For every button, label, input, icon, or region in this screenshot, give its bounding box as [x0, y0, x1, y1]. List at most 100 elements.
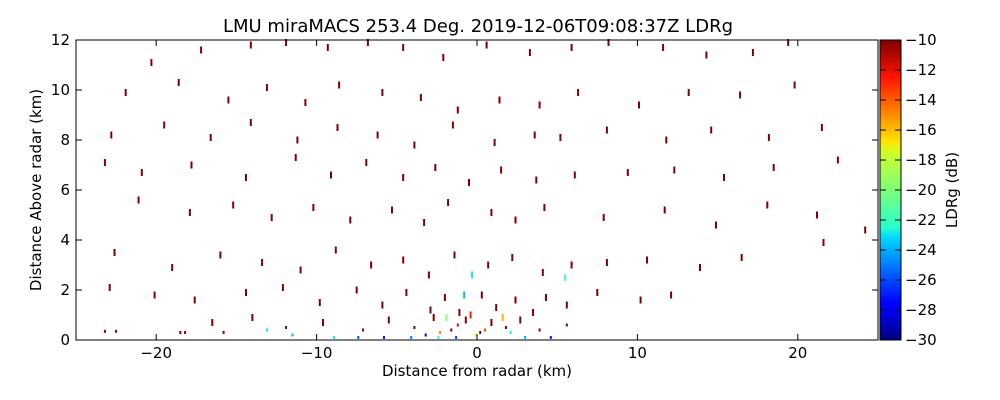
- data-point: [739, 91, 742, 99]
- data-point: [413, 141, 416, 149]
- data-point: [355, 286, 358, 294]
- data-point: [113, 249, 116, 256]
- data-point: [249, 41, 252, 49]
- data-point: [312, 204, 315, 211]
- data-point: [751, 49, 754, 56]
- colorbar-tick-label: −14: [905, 91, 937, 109]
- data-point: [153, 291, 156, 299]
- data-point: [596, 289, 599, 296]
- data-point: [787, 39, 790, 46]
- y-tick-label: 0: [60, 331, 70, 349]
- data-point: [605, 126, 608, 134]
- data-point: [140, 169, 143, 176]
- data-point: [299, 266, 302, 274]
- data-point: [365, 159, 368, 166]
- data-point: [710, 126, 713, 134]
- data-point: [184, 331, 187, 334]
- y-axis-ticks: 0 2 4 6 8 10 12: [51, 31, 878, 349]
- data-point: [469, 311, 472, 319]
- data-point: [509, 331, 512, 334]
- data-point: [514, 216, 517, 224]
- data-point: [251, 314, 254, 321]
- data-point: [437, 336, 440, 339]
- x-axis-ticks: −20 −10 0 10 20: [140, 40, 807, 362]
- data-point: [296, 136, 299, 144]
- data-point: [227, 96, 230, 104]
- data-point: [442, 54, 445, 61]
- data-point: [366, 39, 369, 46]
- x-axis-label: Distance from radar (km): [382, 362, 572, 380]
- colorbar-tick-label: −10: [905, 31, 937, 49]
- data-point: [565, 323, 568, 327]
- data-point: [538, 101, 541, 109]
- data-point: [387, 316, 390, 324]
- y-axis-label: Distance Above radar (km): [27, 89, 45, 291]
- data-point: [532, 309, 535, 316]
- colorbar-tick-label: −20: [905, 181, 937, 199]
- data-point: [209, 134, 212, 141]
- x-tick-label: 10: [628, 344, 647, 362]
- data-point: [261, 259, 264, 266]
- data-point: [864, 226, 867, 234]
- data-point: [511, 254, 514, 261]
- data-point: [381, 301, 384, 309]
- data-point: [836, 156, 839, 164]
- data-point: [413, 326, 416, 329]
- data-point: [662, 44, 665, 51]
- data-point: [381, 89, 384, 96]
- data-point: [427, 271, 430, 279]
- data-point: [270, 214, 273, 221]
- data-point: [535, 176, 538, 184]
- y-tick-label: 6: [60, 181, 70, 199]
- data-point: [638, 101, 640, 109]
- data-point: [334, 246, 337, 254]
- data-point: [333, 336, 336, 339]
- data-point: [772, 164, 775, 171]
- data-point: [200, 46, 203, 54]
- data-point: [150, 59, 153, 66]
- data-point: [670, 291, 673, 299]
- data-point: [519, 316, 522, 324]
- data-point: [163, 121, 166, 129]
- data-point: [504, 326, 507, 329]
- data-point: [432, 314, 435, 321]
- data-point: [487, 261, 490, 269]
- data-point: [602, 214, 605, 221]
- data-point: [495, 304, 498, 311]
- data-point: [281, 284, 284, 291]
- data-point: [468, 179, 470, 186]
- data-point: [137, 196, 140, 204]
- data-point: [370, 261, 373, 269]
- data-point: [480, 291, 483, 299]
- data-point: [190, 161, 193, 169]
- colorbar-ticks: −10 −12 −14 −16 −18 −20 −22 −24 −26 −28 −30: [880, 31, 937, 349]
- data-point: [245, 174, 247, 181]
- data-point: [410, 336, 413, 339]
- data-point: [357, 336, 360, 339]
- colorbar-tick-label: −22: [905, 211, 937, 229]
- data-point: [326, 44, 329, 51]
- data-point: [793, 81, 796, 89]
- data-point: [541, 269, 544, 276]
- y-tick-label: 8: [60, 131, 70, 149]
- data-point: [451, 121, 454, 129]
- x-tick-label: −20: [140, 344, 172, 362]
- data-point: [524, 336, 527, 339]
- data-point: [699, 264, 701, 271]
- data-point: [285, 39, 288, 46]
- y-tick-label: 10: [51, 81, 70, 99]
- data-point: [439, 331, 442, 334]
- data-point: [124, 89, 127, 96]
- plot-frame: [76, 40, 878, 340]
- data-point: [514, 296, 517, 304]
- data-point: [570, 44, 573, 51]
- data-point: [108, 284, 111, 291]
- data-point: [740, 254, 743, 261]
- data-point: [445, 314, 448, 321]
- data-point: [456, 323, 459, 327]
- data-point: [265, 328, 268, 332]
- data-point: [605, 259, 608, 266]
- data-point: [559, 134, 562, 141]
- data-point: [423, 219, 426, 226]
